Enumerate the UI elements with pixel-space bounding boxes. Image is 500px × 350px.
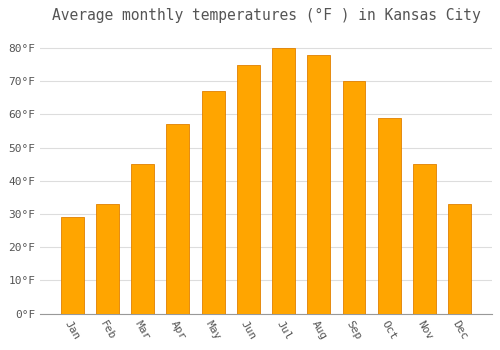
- Bar: [202, 91, 224, 314]
- Bar: [131, 164, 154, 314]
- Bar: [166, 124, 190, 314]
- Bar: [378, 118, 400, 314]
- Bar: [448, 204, 471, 314]
- Bar: [272, 48, 295, 314]
- Bar: [237, 65, 260, 314]
- Bar: [96, 204, 119, 314]
- Bar: [413, 164, 436, 314]
- Title: Average monthly temperatures (°F ) in Kansas City: Average monthly temperatures (°F ) in Ka…: [52, 8, 480, 23]
- Bar: [342, 81, 365, 314]
- Bar: [60, 217, 84, 314]
- Bar: [308, 55, 330, 314]
